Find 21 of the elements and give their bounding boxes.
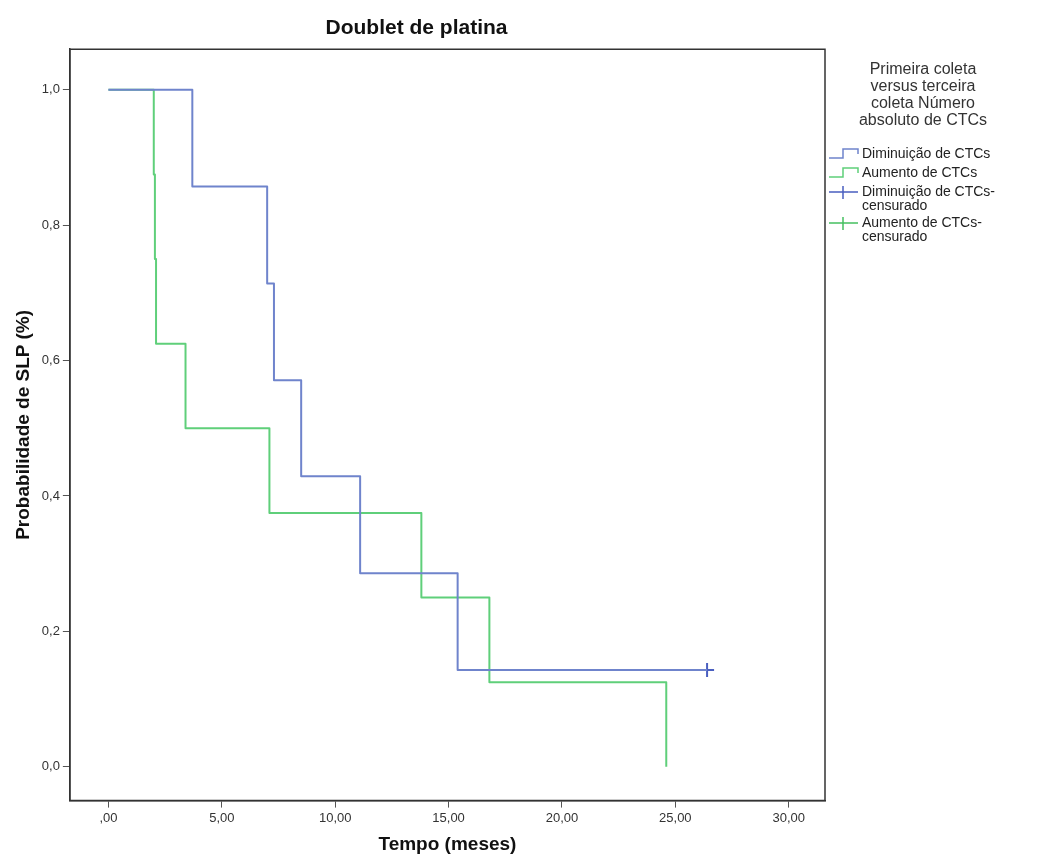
x-tick-label: 30,00: [772, 809, 805, 825]
y-tick-label: 0,2: [41, 622, 60, 638]
legend-label: Aumento de CTCs: [862, 164, 979, 180]
y-tick-label: 0,8: [41, 216, 60, 232]
legend-label: Aumento de CTCs-censurado: [862, 214, 983, 244]
y-tick-label: 0,6: [41, 352, 60, 368]
x-tick-label: ,00: [99, 809, 118, 825]
x-tick-label: 10,00: [318, 809, 352, 825]
x-tick-label: 25,00: [659, 809, 692, 825]
legend-label: Diminuição de CTCs: [862, 145, 992, 161]
legend-title: Primeira coleta versus terceira coleta Número absoluto de CTCs: [857, 60, 989, 128]
legend-label: Diminuição de CTCs-censurado: [862, 183, 997, 213]
x-tick-label: 5,00: [209, 809, 235, 825]
x-tick-label: 20,00: [545, 809, 579, 825]
y-tick-label: 0,4: [41, 487, 60, 503]
y-tick-label: 1,0: [41, 81, 60, 97]
x-axis-title: Tempo (meses): [378, 832, 517, 854]
x-tick-label: 15,00: [432, 809, 465, 825]
y-axis-title: Probabilidade de SLP (%): [11, 309, 33, 540]
y-tick-label: 0,0: [41, 758, 60, 774]
chart-title: Doublet de platina: [325, 15, 508, 39]
